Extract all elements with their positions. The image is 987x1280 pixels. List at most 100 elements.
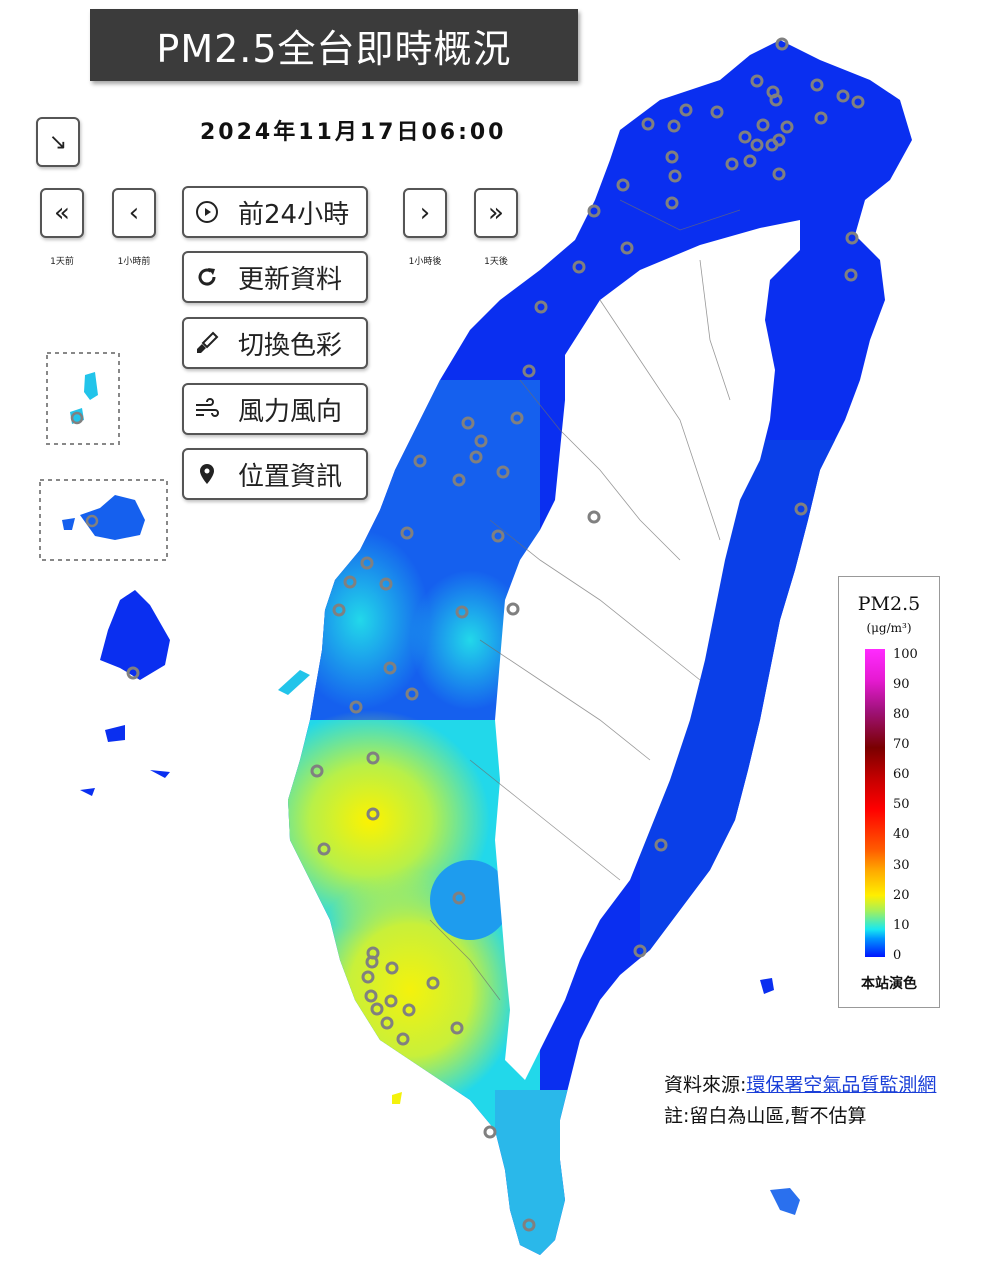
station-marker[interactable] bbox=[668, 169, 682, 183]
station-marker[interactable] bbox=[455, 605, 469, 619]
past-24-hours-button[interactable]: 前24小時 bbox=[182, 186, 368, 238]
station-marker[interactable] bbox=[469, 450, 483, 464]
next-hour-label: 1小時後 bbox=[408, 257, 442, 267]
station-marker[interactable] bbox=[491, 529, 505, 543]
station-marker[interactable] bbox=[769, 93, 783, 107]
station-marker[interactable] bbox=[370, 1002, 384, 1016]
station-marker[interactable] bbox=[364, 989, 378, 1003]
station-marker[interactable] bbox=[384, 994, 398, 1008]
timestamp: 2024年11月17日06:00 bbox=[200, 120, 507, 145]
station-marker[interactable] bbox=[794, 502, 808, 516]
station-marker[interactable] bbox=[400, 526, 414, 540]
station-marker[interactable] bbox=[405, 687, 419, 701]
prev-day-label: 1天前 bbox=[50, 257, 74, 267]
station-marker[interactable] bbox=[317, 842, 331, 856]
station-marker[interactable] bbox=[633, 944, 647, 958]
station-marker[interactable] bbox=[450, 1021, 464, 1035]
station-marker[interactable] bbox=[461, 416, 475, 430]
station-marker[interactable] bbox=[725, 157, 739, 171]
station-marker[interactable] bbox=[310, 764, 324, 778]
station-marker[interactable] bbox=[743, 154, 757, 168]
station-marker[interactable] bbox=[380, 1016, 394, 1030]
station-marker[interactable] bbox=[522, 1218, 536, 1232]
location-info-button[interactable]: 位置資訊 bbox=[182, 448, 368, 500]
refresh-data-button[interactable]: 更新資料 bbox=[182, 251, 368, 303]
station-marker[interactable] bbox=[587, 204, 601, 218]
station-marker[interactable] bbox=[510, 411, 524, 425]
station-marker[interactable] bbox=[396, 1032, 410, 1046]
station-marker[interactable] bbox=[483, 1125, 497, 1139]
station-marker[interactable] bbox=[383, 661, 397, 675]
prev-day-button[interactable]: « bbox=[40, 188, 84, 238]
station-marker[interactable] bbox=[452, 891, 466, 905]
station-marker[interactable] bbox=[506, 602, 520, 616]
station-marker[interactable] bbox=[360, 556, 374, 570]
station-marker[interactable] bbox=[738, 130, 752, 144]
legend-tick: 60 bbox=[893, 767, 910, 782]
station-marker[interactable] bbox=[654, 838, 668, 852]
station-marker[interactable] bbox=[385, 961, 399, 975]
station-marker[interactable] bbox=[814, 111, 828, 125]
station-marker[interactable] bbox=[496, 465, 510, 479]
station-marker[interactable] bbox=[665, 150, 679, 164]
station-marker[interactable] bbox=[665, 196, 679, 210]
station-marker[interactable] bbox=[361, 970, 375, 984]
station-marker[interactable] bbox=[780, 120, 794, 134]
station-marker[interactable] bbox=[587, 510, 601, 524]
chevron-right-icon: › bbox=[419, 198, 431, 228]
station-marker[interactable] bbox=[452, 473, 466, 487]
station-marker[interactable] bbox=[343, 575, 357, 589]
station-marker[interactable] bbox=[750, 74, 764, 88]
station-marker[interactable] bbox=[402, 1003, 416, 1017]
station-marker[interactable] bbox=[641, 117, 655, 131]
switch-colors-button[interactable]: 切換色彩 bbox=[182, 317, 368, 369]
station-marker[interactable] bbox=[844, 268, 858, 282]
station-marker[interactable] bbox=[126, 666, 140, 680]
station-marker[interactable] bbox=[365, 955, 379, 969]
station-marker[interactable] bbox=[426, 976, 440, 990]
station-marker[interactable] bbox=[851, 95, 865, 109]
station-marker[interactable] bbox=[836, 89, 850, 103]
station-marker[interactable] bbox=[845, 231, 859, 245]
station-marker[interactable] bbox=[572, 260, 586, 274]
station-marker[interactable] bbox=[775, 37, 789, 51]
station-marker[interactable] bbox=[679, 103, 693, 117]
legend-tick: 0 bbox=[893, 948, 902, 963]
station-marker[interactable] bbox=[366, 807, 380, 821]
station-marker[interactable] bbox=[772, 133, 786, 147]
map-note: 註:留白為山區,暫不估算 bbox=[664, 1105, 867, 1127]
station-marker[interactable] bbox=[349, 700, 363, 714]
station-marker[interactable] bbox=[616, 178, 630, 192]
station-marker[interactable] bbox=[750, 138, 764, 152]
collapse-button[interactable]: ↘ bbox=[36, 117, 80, 167]
wind-button[interactable]: 風力風向 bbox=[182, 383, 368, 435]
station-marker[interactable] bbox=[366, 751, 380, 765]
wind-label: 風力風向 bbox=[238, 396, 343, 427]
past-24-hours-label: 前24小時 bbox=[238, 199, 350, 230]
station-marker[interactable] bbox=[522, 364, 536, 378]
refresh-data-label: 更新資料 bbox=[238, 264, 343, 295]
station-marker[interactable] bbox=[534, 300, 548, 314]
double-chevron-right-icon: » bbox=[488, 198, 504, 228]
location-info-label: 位置資訊 bbox=[238, 461, 343, 492]
station-marker[interactable] bbox=[379, 577, 393, 591]
station-marker[interactable] bbox=[772, 167, 786, 181]
prev-hour-button[interactable]: ‹ bbox=[112, 188, 156, 238]
data-source-link[interactable]: 環保署空氣品質監測網 bbox=[746, 1074, 937, 1096]
paintbrush-icon bbox=[194, 330, 220, 356]
station-marker[interactable] bbox=[810, 78, 824, 92]
station-marker[interactable] bbox=[667, 119, 681, 133]
station-marker[interactable] bbox=[710, 105, 724, 119]
station-marker[interactable] bbox=[474, 434, 488, 448]
chevron-left-icon: ‹ bbox=[128, 198, 140, 228]
legend-color-bar bbox=[865, 649, 885, 957]
next-day-button[interactable]: » bbox=[474, 188, 518, 238]
next-hour-button[interactable]: › bbox=[403, 188, 447, 238]
station-marker[interactable] bbox=[756, 118, 770, 132]
arrow-down-right-icon: ↘ bbox=[48, 129, 68, 155]
station-marker[interactable] bbox=[620, 241, 634, 255]
station-marker[interactable] bbox=[413, 454, 427, 468]
station-marker[interactable] bbox=[332, 603, 346, 617]
legend-unit: (μg/m³) bbox=[866, 621, 912, 635]
